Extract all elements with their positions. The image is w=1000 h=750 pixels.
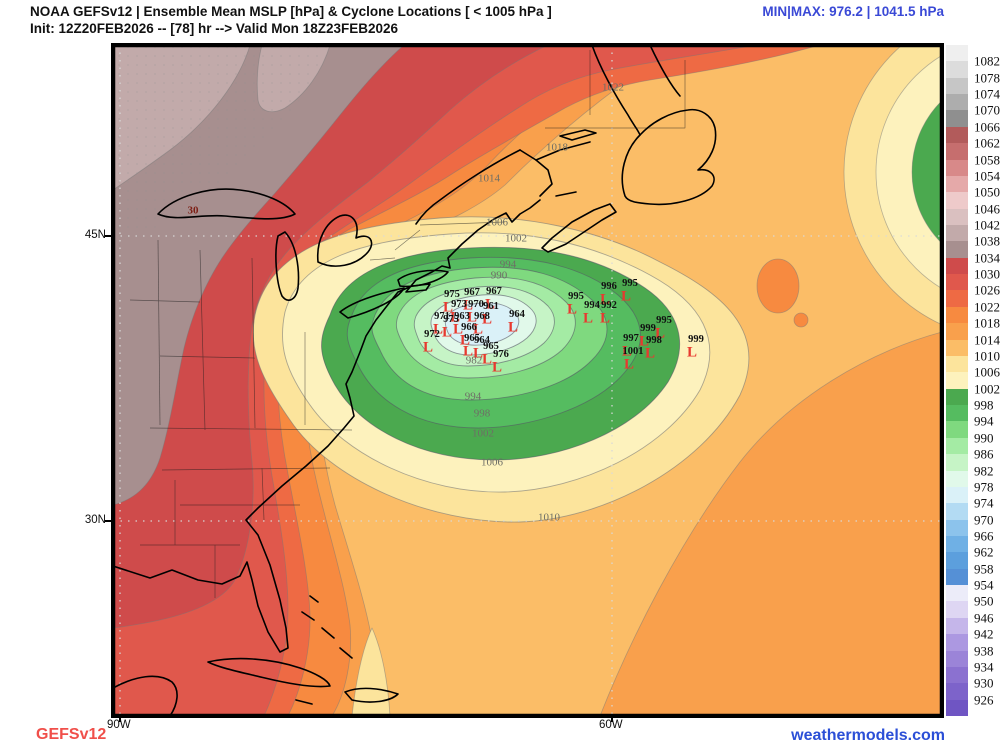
colorbar-tick-label: 942 (974, 626, 994, 642)
colorbar-tick-label: 926 (974, 692, 994, 708)
colorbar-tick-label: 1022 (974, 299, 1000, 315)
colorbar-tick-label: 1062 (974, 135, 1000, 151)
colorbar-tick-label: 998 (974, 397, 994, 413)
colorbar-segment (946, 650, 968, 668)
colorbar-tick-label: 1070 (974, 102, 1000, 118)
colorbar-segment (946, 192, 968, 210)
map-border (111, 43, 944, 718)
colorbar-tick-label: 1018 (974, 315, 1000, 331)
colorbar-segment (946, 585, 968, 602)
map-title: NOAA GEFSv12 | Ensemble Mean MSLP [hPa] … (30, 4, 552, 19)
colorbar-segment (946, 519, 968, 537)
colorbar-segment (946, 175, 968, 193)
colorbar-segment (946, 634, 968, 652)
colorbar-segment (946, 241, 968, 259)
model-watermark: GEFSv12 (36, 726, 107, 743)
colorbar-segment (946, 94, 968, 111)
colorbar-segment (946, 45, 968, 62)
map-init-valid-line: Init: 12Z20FEB2026 -- [78] hr --> Valid … (30, 21, 398, 36)
colorbar-tick-label: 1042 (974, 217, 1000, 233)
colorbar-segment (946, 61, 968, 79)
colorbar-segment (946, 77, 968, 95)
colorbar-segment (946, 339, 968, 357)
colorbar-segment (946, 699, 968, 717)
site-watermark-link[interactable]: weathermodels.com (791, 727, 945, 744)
colorbar-segment (946, 601, 968, 619)
colorbar-tick-label: 970 (974, 512, 994, 528)
latitude-tick (105, 235, 113, 237)
colorbar-segment (946, 143, 968, 161)
longitude-tick (119, 714, 121, 722)
colorbar-segment (946, 257, 968, 275)
colorbar-tick-label: 1034 (974, 250, 1000, 266)
colorbar-tick-label: 946 (974, 610, 994, 626)
colorbar-segment (946, 388, 968, 406)
colorbar-tick-label: 1046 (974, 201, 1000, 217)
colorbar-segment (946, 306, 968, 324)
minmax-readout: MIN|MAX: 976.2 | 1041.5 hPa (762, 4, 944, 19)
colorbar-tick-label: 1026 (974, 282, 1000, 298)
colorbar-tick-label: 1038 (974, 233, 1000, 249)
colorbar-tick-label: 1054 (974, 168, 1000, 184)
colorbar-tick-label: 938 (974, 643, 994, 659)
mslp-contour-map (113, 45, 942, 716)
colorbar-tick-label: 958 (974, 561, 994, 577)
colorbar-segment (946, 323, 968, 341)
colorbar-segment (946, 290, 968, 308)
colorbar-segment (946, 486, 968, 504)
colorbar-tick-label: 1058 (974, 152, 1000, 168)
colorbar-segment (946, 225, 968, 242)
colorbar-tick-label: 1050 (974, 184, 1000, 200)
colorbar-segment (946, 355, 968, 373)
colorbar-segment (946, 683, 968, 701)
colorbar-segment (946, 274, 968, 291)
colorbar-tick-label: 990 (974, 430, 994, 446)
colorbar-segment (946, 372, 968, 390)
colorbar-segment (946, 421, 968, 439)
latitude-label: 45N (84, 229, 106, 241)
colorbar-tick-label: 994 (974, 413, 994, 429)
colorbar-tick-label: 1006 (974, 364, 1000, 380)
colorbar-segment (946, 208, 968, 226)
colorbar-segment (946, 470, 968, 488)
colorbar-tick-label: 1074 (974, 86, 1000, 102)
colorbar-tick-label: 982 (974, 463, 994, 478)
map-outline (113, 45, 942, 716)
colorbar-segment (946, 110, 968, 128)
colorbar-segment (946, 503, 968, 521)
colorbar-tick-label: 978 (974, 479, 994, 495)
colorbar-segment (946, 454, 968, 471)
colorbar-tick-label: 1010 (974, 348, 1000, 364)
colorbar-segment (946, 405, 968, 422)
colorbar-segment (946, 159, 968, 177)
pressure-colorbar: 1082 1078 1074 1070 1066 1062 1058 1054 1050 1046… (946, 45, 1000, 717)
colorbar-tick-label: 930 (974, 675, 994, 691)
colorbar-segment (946, 126, 968, 144)
colorbar-tick-label: 974 (974, 495, 994, 511)
colorbar-segment (946, 535, 968, 553)
latitude-label: 30N (84, 514, 106, 526)
colorbar-tick-label: 934 (974, 659, 994, 675)
colorbar-segment (946, 437, 968, 455)
colorbar-tick-label: 966 (974, 528, 994, 544)
colorbar-segment (946, 568, 968, 586)
colorbar-tick-label: 962 (974, 544, 994, 560)
colorbar-tick-label: 1030 (974, 266, 1000, 282)
longitude-label: 90W (107, 719, 131, 731)
colorbar-segment (946, 617, 968, 635)
colorbar-tick-label: 1014 (974, 332, 1000, 348)
colorbar-segment (946, 666, 968, 684)
colorbar-tick-label: 986 (974, 446, 994, 462)
colorbar-tick-label: 1082 (974, 53, 1000, 69)
colorbar-tick-label: 950 (974, 593, 994, 609)
colorbar-tick-label: 1078 (974, 70, 1000, 86)
colorbar-segment (946, 552, 968, 570)
colorbar-tick-label: 1066 (974, 119, 1000, 135)
longitude-tick (611, 714, 613, 722)
colorbar-tick-label: 954 (974, 577, 994, 593)
colorbar-tick-label: 1002 (974, 381, 1000, 397)
latitude-tick (105, 520, 113, 522)
longitude-label: 60W (599, 719, 623, 731)
